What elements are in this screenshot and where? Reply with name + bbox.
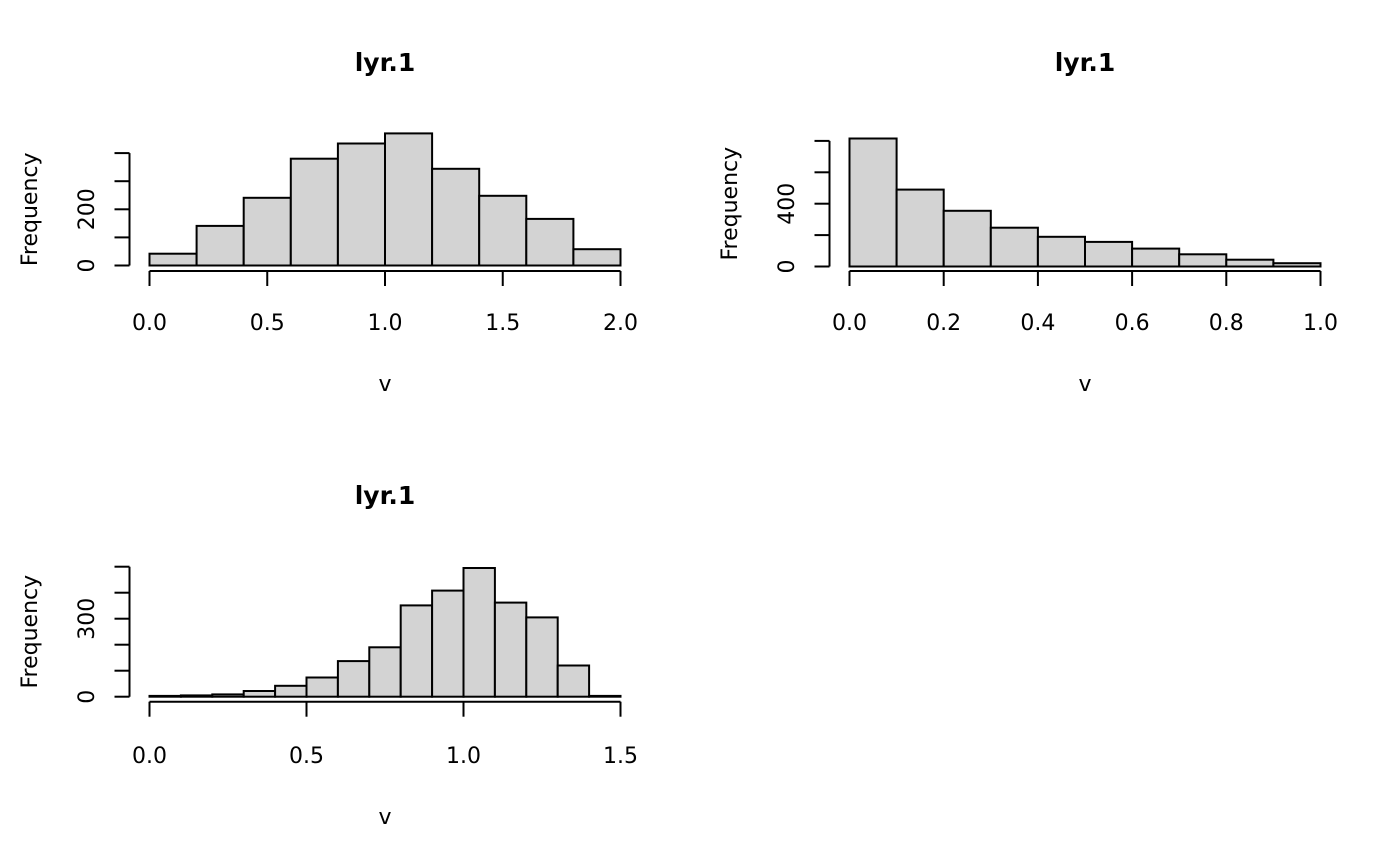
x-tick-label: 0.4 (1020, 311, 1055, 336)
histogram-bar (942, 209, 992, 268)
histogram-bar (1084, 240, 1134, 268)
histogram-bar (384, 132, 434, 267)
histogram-bar (493, 601, 528, 698)
x-tick-label: 0.5 (289, 744, 324, 769)
histogram-bar (556, 664, 591, 698)
x-axis-title: v (378, 805, 391, 830)
histogram-bar (336, 660, 371, 698)
y-tick-label: 0 (75, 259, 100, 273)
histogram-panel-3: 0 300 0.0 0.5 1.0 1.5 lyr.1 v Frequency (0, 433, 700, 866)
histogram-bar (431, 589, 465, 698)
histogram-bar (1272, 262, 1322, 268)
histogram-bar (242, 196, 292, 267)
x-tick-label: 1.0 (1303, 311, 1338, 336)
histogram-bar (525, 616, 559, 698)
x-axis-title: v (378, 372, 391, 397)
histogram-bar (195, 224, 245, 267)
histogram-plot: 0 300 0.0 0.5 1.0 1.5 lyr.1 v Frequency (18, 481, 638, 830)
x-tick-label: 1.5 (485, 311, 520, 336)
histogram-bar (148, 694, 182, 698)
histogram-bar (848, 137, 898, 268)
plot-title: lyr.1 (355, 481, 416, 510)
histogram-bar (399, 604, 434, 698)
y-tick-label: 0 (775, 260, 800, 274)
y-axis-title: Frequency (18, 152, 43, 266)
histogram-bar (179, 694, 214, 698)
x-tick-label: 0.5 (250, 311, 285, 336)
histogram-bar (1036, 235, 1086, 268)
y-tick-label: 400 (775, 183, 800, 225)
plot-title: lyr.1 (355, 48, 416, 77)
histogram-bar (1225, 258, 1275, 268)
x-tick-label: 2.0 (603, 311, 638, 336)
histogram-bar (368, 646, 402, 698)
histogram-plot: 0 200 0.0 0.5 1.0 1.5 2.0 lyr.1 v Frequency (18, 48, 638, 397)
x-tick-label: 1.5 (603, 744, 638, 769)
histogram-bar (431, 167, 481, 267)
histogram-bar (462, 567, 496, 698)
histogram-bar (588, 694, 622, 698)
histogram-bar (572, 248, 622, 267)
histogram-bar (305, 676, 339, 698)
histogram-bar (242, 690, 277, 698)
histogram-bar (1131, 247, 1181, 268)
x-tick-label: 0.2 (926, 311, 961, 336)
histogram-panel-2: 0 400 0.0 0.2 0.4 0.6 0.8 1.0 lyr.1 v Frequency (700, 0, 1400, 433)
y-axis-title: Frequency (18, 575, 43, 689)
x-tick-label: 0.8 (1209, 311, 1244, 336)
y-tick-label: 300 (75, 598, 100, 640)
histogram-bar (1178, 253, 1228, 268)
histogram-panel-1: 0 200 0.0 0.5 1.0 1.5 2.0 lyr.1 v Frequency (0, 0, 700, 433)
x-tick-label: 0.0 (132, 311, 167, 336)
y-axis-title: Frequency (718, 147, 743, 261)
x-tick-label: 0.6 (1115, 311, 1150, 336)
histogram-bar (895, 188, 945, 268)
histogram-plot: 0 400 0.0 0.2 0.4 0.6 0.8 1.0 lyr.1 v Frequency (718, 48, 1338, 397)
histogram-bar (989, 226, 1039, 268)
histogram-bar (525, 217, 575, 267)
histogram-bar (336, 142, 386, 267)
x-axis-title: v (1078, 372, 1091, 397)
histogram-bar (211, 693, 245, 698)
y-tick-label: 200 (75, 188, 100, 230)
x-tick-label: 0.0 (832, 311, 867, 336)
x-tick-label: 1.0 (368, 311, 403, 336)
y-tick-label: 0 (75, 690, 100, 704)
histogram-bar (289, 157, 339, 267)
histogram-bar (478, 194, 528, 267)
x-tick-label: 0.0 (132, 744, 167, 769)
histogram-bar (274, 684, 308, 698)
x-tick-label: 1.0 (446, 744, 481, 769)
histogram-bar (148, 252, 198, 267)
plot-title: lyr.1 (1055, 48, 1116, 77)
